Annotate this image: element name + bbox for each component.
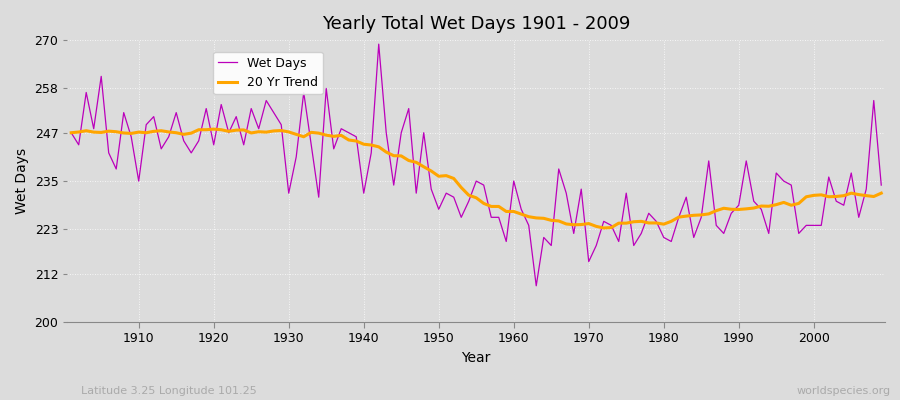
Y-axis label: Wet Days: Wet Days bbox=[15, 148, 29, 214]
Line: 20 Yr Trend: 20 Yr Trend bbox=[71, 129, 881, 228]
20 Yr Trend bbox=[613, 221, 624, 226]
20 Yr Trend bbox=[66, 130, 77, 135]
Wet Days bbox=[66, 130, 77, 135]
Title: Yearly Total Wet Days 1901 - 2009: Yearly Total Wet Days 1901 - 2009 bbox=[322, 15, 630, 33]
Wet Days bbox=[126, 134, 137, 139]
Legend: Wet Days, 20 Yr Trend: Wet Days, 20 Yr Trend bbox=[213, 52, 323, 94]
X-axis label: Year: Year bbox=[462, 351, 490, 365]
Wet Days bbox=[291, 154, 302, 159]
Text: worldspecies.org: worldspecies.org bbox=[796, 386, 891, 396]
Wet Days bbox=[508, 179, 519, 184]
20 Yr Trend bbox=[876, 191, 886, 196]
20 Yr Trend bbox=[208, 127, 219, 132]
20 Yr Trend bbox=[298, 134, 309, 139]
20 Yr Trend bbox=[126, 131, 137, 136]
Wet Days bbox=[336, 126, 346, 131]
20 Yr Trend bbox=[508, 209, 519, 214]
Wet Days bbox=[516, 207, 526, 212]
20 Yr Trend bbox=[516, 212, 526, 216]
Wet Days bbox=[613, 239, 624, 244]
Text: Latitude 3.25 Longitude 101.25: Latitude 3.25 Longitude 101.25 bbox=[81, 386, 256, 396]
Wet Days bbox=[374, 42, 384, 46]
Wet Days bbox=[531, 283, 542, 288]
Line: Wet Days: Wet Days bbox=[71, 44, 881, 286]
20 Yr Trend bbox=[598, 226, 609, 230]
20 Yr Trend bbox=[343, 138, 354, 142]
Wet Days bbox=[876, 183, 886, 188]
